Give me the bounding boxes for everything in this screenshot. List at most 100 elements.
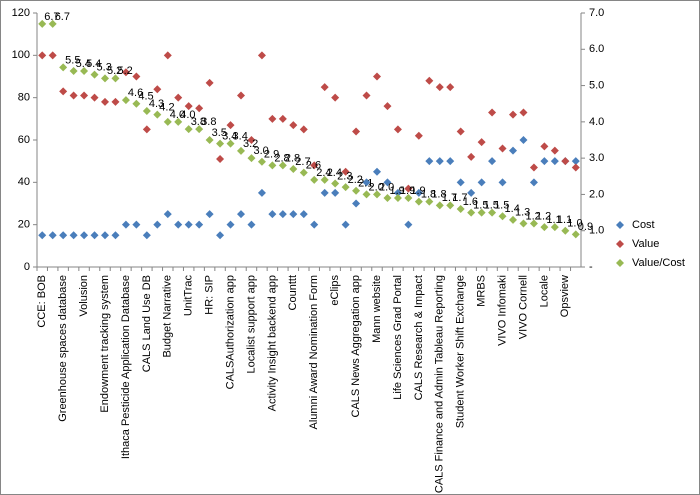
data-point (352, 199, 361, 208)
y2-tick-label: 2.0 (589, 188, 604, 200)
data-point (373, 72, 381, 81)
legend-marker (616, 240, 624, 248)
y2-tick-label: 7.0 (589, 7, 604, 19)
data-point (48, 231, 57, 240)
data-point (362, 178, 371, 187)
data-point (153, 110, 162, 119)
data-point (467, 208, 476, 217)
data-point (414, 197, 423, 206)
data-point (278, 210, 287, 219)
data-point (268, 114, 277, 123)
data-point (299, 125, 308, 134)
data-point (80, 231, 89, 240)
data-point (477, 178, 486, 187)
data-point (320, 188, 329, 197)
data-label: 4.5 (138, 91, 153, 103)
data-point (404, 184, 413, 193)
data-point (184, 125, 193, 134)
data-label: 2.3 (337, 170, 352, 182)
data-point (69, 67, 78, 76)
data-point (226, 220, 235, 229)
y-tick-label: 100 (12, 49, 30, 61)
x-tick-label: Volusion (78, 275, 90, 317)
data-point (278, 114, 287, 123)
x-tick-label: Mann website (371, 275, 383, 343)
data-point (48, 19, 57, 28)
data-point (174, 93, 183, 102)
data-point (425, 157, 434, 166)
data-point (435, 157, 444, 166)
y-tick-label: 60 (18, 134, 30, 146)
data-point (237, 91, 245, 100)
data-point (48, 51, 57, 60)
data-point (383, 178, 392, 187)
x-tick-label: Life Sciences Grad Portal (392, 275, 404, 400)
x-tick-label: CALS Finance and Admin Tableau Reporting (434, 275, 446, 493)
data-point (289, 121, 298, 130)
legend-label: Value (632, 238, 659, 250)
data-label: 3.8 (191, 116, 206, 128)
data-label: 5.5 (65, 54, 80, 66)
y2-tick-label: 5.0 (589, 79, 604, 91)
data-label: 1.7 (452, 192, 467, 204)
data-point (352, 127, 361, 136)
data-point (205, 136, 214, 144)
data-point (247, 220, 256, 229)
x-tick-label: eClips (329, 275, 341, 306)
data-point (383, 194, 392, 203)
data-point (320, 83, 329, 92)
data-point (498, 178, 507, 187)
data-point (310, 175, 319, 184)
data-point (142, 125, 151, 134)
x-tick-label: Activity Insight backend app (266, 275, 278, 411)
data-label: 1.9 (400, 185, 415, 197)
data-point (540, 157, 549, 166)
data-label: 4.0 (180, 109, 195, 121)
data-label: 2.7 (295, 156, 310, 168)
data-point (195, 220, 204, 229)
data-label: 1.2 (525, 210, 540, 222)
data-point (174, 220, 183, 229)
data-label: 4.0 (170, 109, 185, 121)
x-tick-label: VIVO Cornell (517, 275, 529, 339)
data-point (132, 220, 141, 229)
data-label: 1.9 (410, 185, 425, 197)
data-label: 2.0 (379, 181, 394, 193)
x-tick-label: CALS News Aggregation app (350, 275, 362, 417)
y-tick-label: 80 (18, 92, 30, 104)
data-point (69, 91, 78, 100)
data-point (550, 223, 559, 232)
data-point (216, 155, 225, 164)
x-tick-label: UnitTrac (183, 275, 195, 317)
data-label: 1.9 (389, 185, 404, 197)
x-tick-label: CALS Research & Impact (413, 275, 425, 400)
data-label: 3.8 (201, 116, 216, 128)
data-point (121, 68, 130, 77)
data-point (446, 83, 455, 92)
data-point (257, 157, 266, 166)
data-point (477, 138, 486, 147)
data-label: 4.6 (128, 87, 143, 99)
data-point (488, 157, 497, 166)
data-label: 3.5 (212, 127, 227, 139)
data-point (540, 142, 549, 151)
data-point (540, 223, 549, 232)
legend-label: Cost (632, 219, 655, 231)
x-tick-label: Ithaca Pesticide Application Database (120, 275, 132, 459)
data-point (383, 102, 392, 111)
data-point (132, 99, 141, 108)
data-point (38, 231, 47, 240)
data-point (435, 83, 444, 92)
data-point (216, 231, 225, 240)
y2-tick-label: 4.0 (589, 116, 604, 128)
data-point (456, 204, 465, 213)
x-tick-label: Locale (538, 275, 550, 307)
data-point (550, 146, 559, 155)
data-point (237, 210, 245, 219)
data-point (80, 91, 89, 100)
data-point (331, 93, 340, 102)
data-label: 6.7 (55, 11, 70, 23)
data-point (142, 106, 151, 115)
data-point (467, 152, 476, 161)
x-tick-label: HR: SIP (204, 275, 216, 315)
